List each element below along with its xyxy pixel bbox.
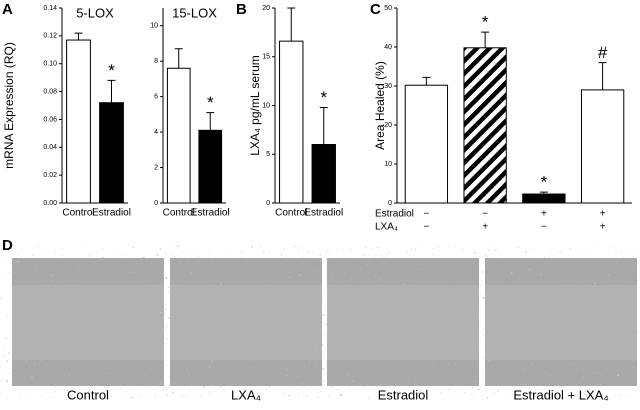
y-tick-label: 10 [150,23,158,30]
panel-title: 15-LOX [172,5,217,20]
condition-sign: + [600,209,606,220]
image-caption: LXA₄ [231,387,261,402]
condition-sign: − [482,209,488,220]
y-tick-label: 0.08 [43,88,57,95]
y-tick-label: 10 [262,102,270,109]
image-caption: Estradiol + LXA₄ [513,387,608,402]
y-tick-label: 0.04 [43,144,57,151]
annotation: * [207,93,214,112]
y-axis-label: mRNA Expression (RQ) [2,42,16,169]
y-tick-label: 40 [384,44,392,51]
x-tick-label: Control [275,208,307,219]
panel-letter: A [2,1,13,18]
condition-sign: + [482,222,488,233]
bar [166,67,191,204]
bar [522,193,566,204]
condition-name: LXA₄ [375,222,398,233]
condition-sign: − [541,222,547,233]
annotation: * [108,61,115,80]
y-tick-label: 2 [154,164,158,171]
y-axis-label: Area Healed (%) [373,61,387,150]
y-tick-label: 30 [384,83,392,90]
image-caption: Control [67,387,109,402]
error-bar [74,32,83,41]
x-tick-label: Control [62,208,94,219]
panel-letter: B [236,1,247,18]
y-tick-label: 8 [154,58,158,65]
y-tick-label: 0 [388,200,392,207]
error-bar [422,76,431,86]
bar [463,47,507,204]
error-bar [206,112,215,131]
annotation: # [598,43,608,62]
error-bar [598,62,607,90]
x-tick-label: Estradiol [92,208,131,219]
x-tick-label: Estradiol [304,208,343,219]
bar [279,40,304,204]
y-tick-label: 0.00 [43,200,57,207]
scratch-area [170,285,322,360]
y-tick-label: 0 [154,200,158,207]
bar [198,129,223,204]
bar [311,144,336,204]
condition-sign: + [600,222,606,233]
y-tick-label: 20 [384,122,392,129]
error-bar [481,31,490,48]
y-tick-label: 4 [154,129,158,136]
annotation: * [541,173,548,192]
panel-title: 5-LOX [76,5,114,20]
condition-name: Estradiol [375,209,414,220]
y-tick-label: 10 [384,161,392,168]
annotation: * [482,13,489,32]
error-bar [319,106,328,145]
y-tick-label: 0.12 [43,33,57,40]
bar [66,39,91,204]
error-bar [539,191,548,195]
image-caption: Estradiol [378,387,429,402]
y-tick-label: 0.06 [43,116,57,123]
y-tick-label: 0.10 [43,61,57,68]
y-tick-label: 0.02 [43,172,57,179]
annotation: * [320,88,327,107]
condition-sign: − [423,222,429,233]
panel-letter: D [2,237,13,254]
bar [580,89,625,204]
bar [99,102,124,204]
y-tick-label: 20 [262,5,270,12]
y-tick-label: 15 [262,54,270,61]
bar [404,84,449,204]
y-tick-label: 6 [154,93,158,100]
error-bar [107,79,116,103]
error-bar [174,48,183,69]
scratch-area [485,285,637,360]
y-tick-label: 0.14 [43,5,57,12]
y-tick-label: 5 [266,151,270,158]
micrographs: Control LXA₄ Estradiol Estradiol + LXA₄ [12,258,637,402]
panel-letter: C [370,1,381,18]
scratch-area [327,285,479,360]
scratch-area [12,285,164,360]
x-tick-label: Estradiol [191,208,230,219]
condition-sign: − [423,209,429,220]
condition-sign: + [541,209,547,220]
x-tick-label: Control [163,208,195,219]
y-axis-label: LXA₄ pg/mL serum [248,55,262,156]
y-tick-label: 0 [266,200,270,207]
y-tick-label: 50 [384,5,392,12]
error-bar [287,7,296,42]
